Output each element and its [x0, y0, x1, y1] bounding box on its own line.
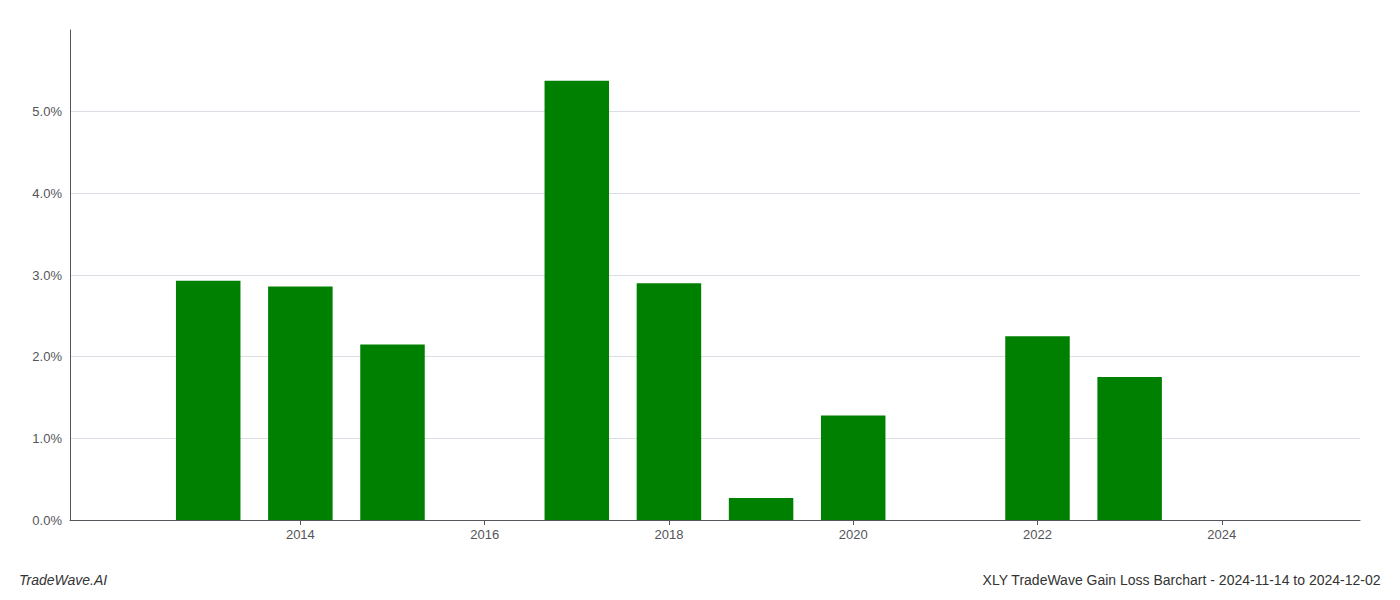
svg-text:5.0%: 5.0%: [32, 104, 62, 119]
svg-text:2018: 2018: [654, 527, 683, 542]
svg-text:0.0%: 0.0%: [32, 513, 62, 528]
svg-text:3.0%: 3.0%: [32, 268, 62, 283]
svg-text:4.0%: 4.0%: [32, 186, 62, 201]
svg-text:XLY TradeWave Gain Loss Barcha: XLY TradeWave Gain Loss Barchart - 2024-…: [983, 572, 1381, 588]
svg-text:2016: 2016: [470, 527, 499, 542]
svg-text:2020: 2020: [839, 527, 868, 542]
svg-text:TradeWave.AI: TradeWave.AI: [19, 572, 107, 588]
svg-text:1.0%: 1.0%: [32, 431, 62, 446]
svg-text:2014: 2014: [286, 527, 315, 542]
svg-text:2.0%: 2.0%: [32, 349, 62, 364]
svg-text:2022: 2022: [1023, 527, 1052, 542]
svg-text:2024: 2024: [1207, 527, 1236, 542]
